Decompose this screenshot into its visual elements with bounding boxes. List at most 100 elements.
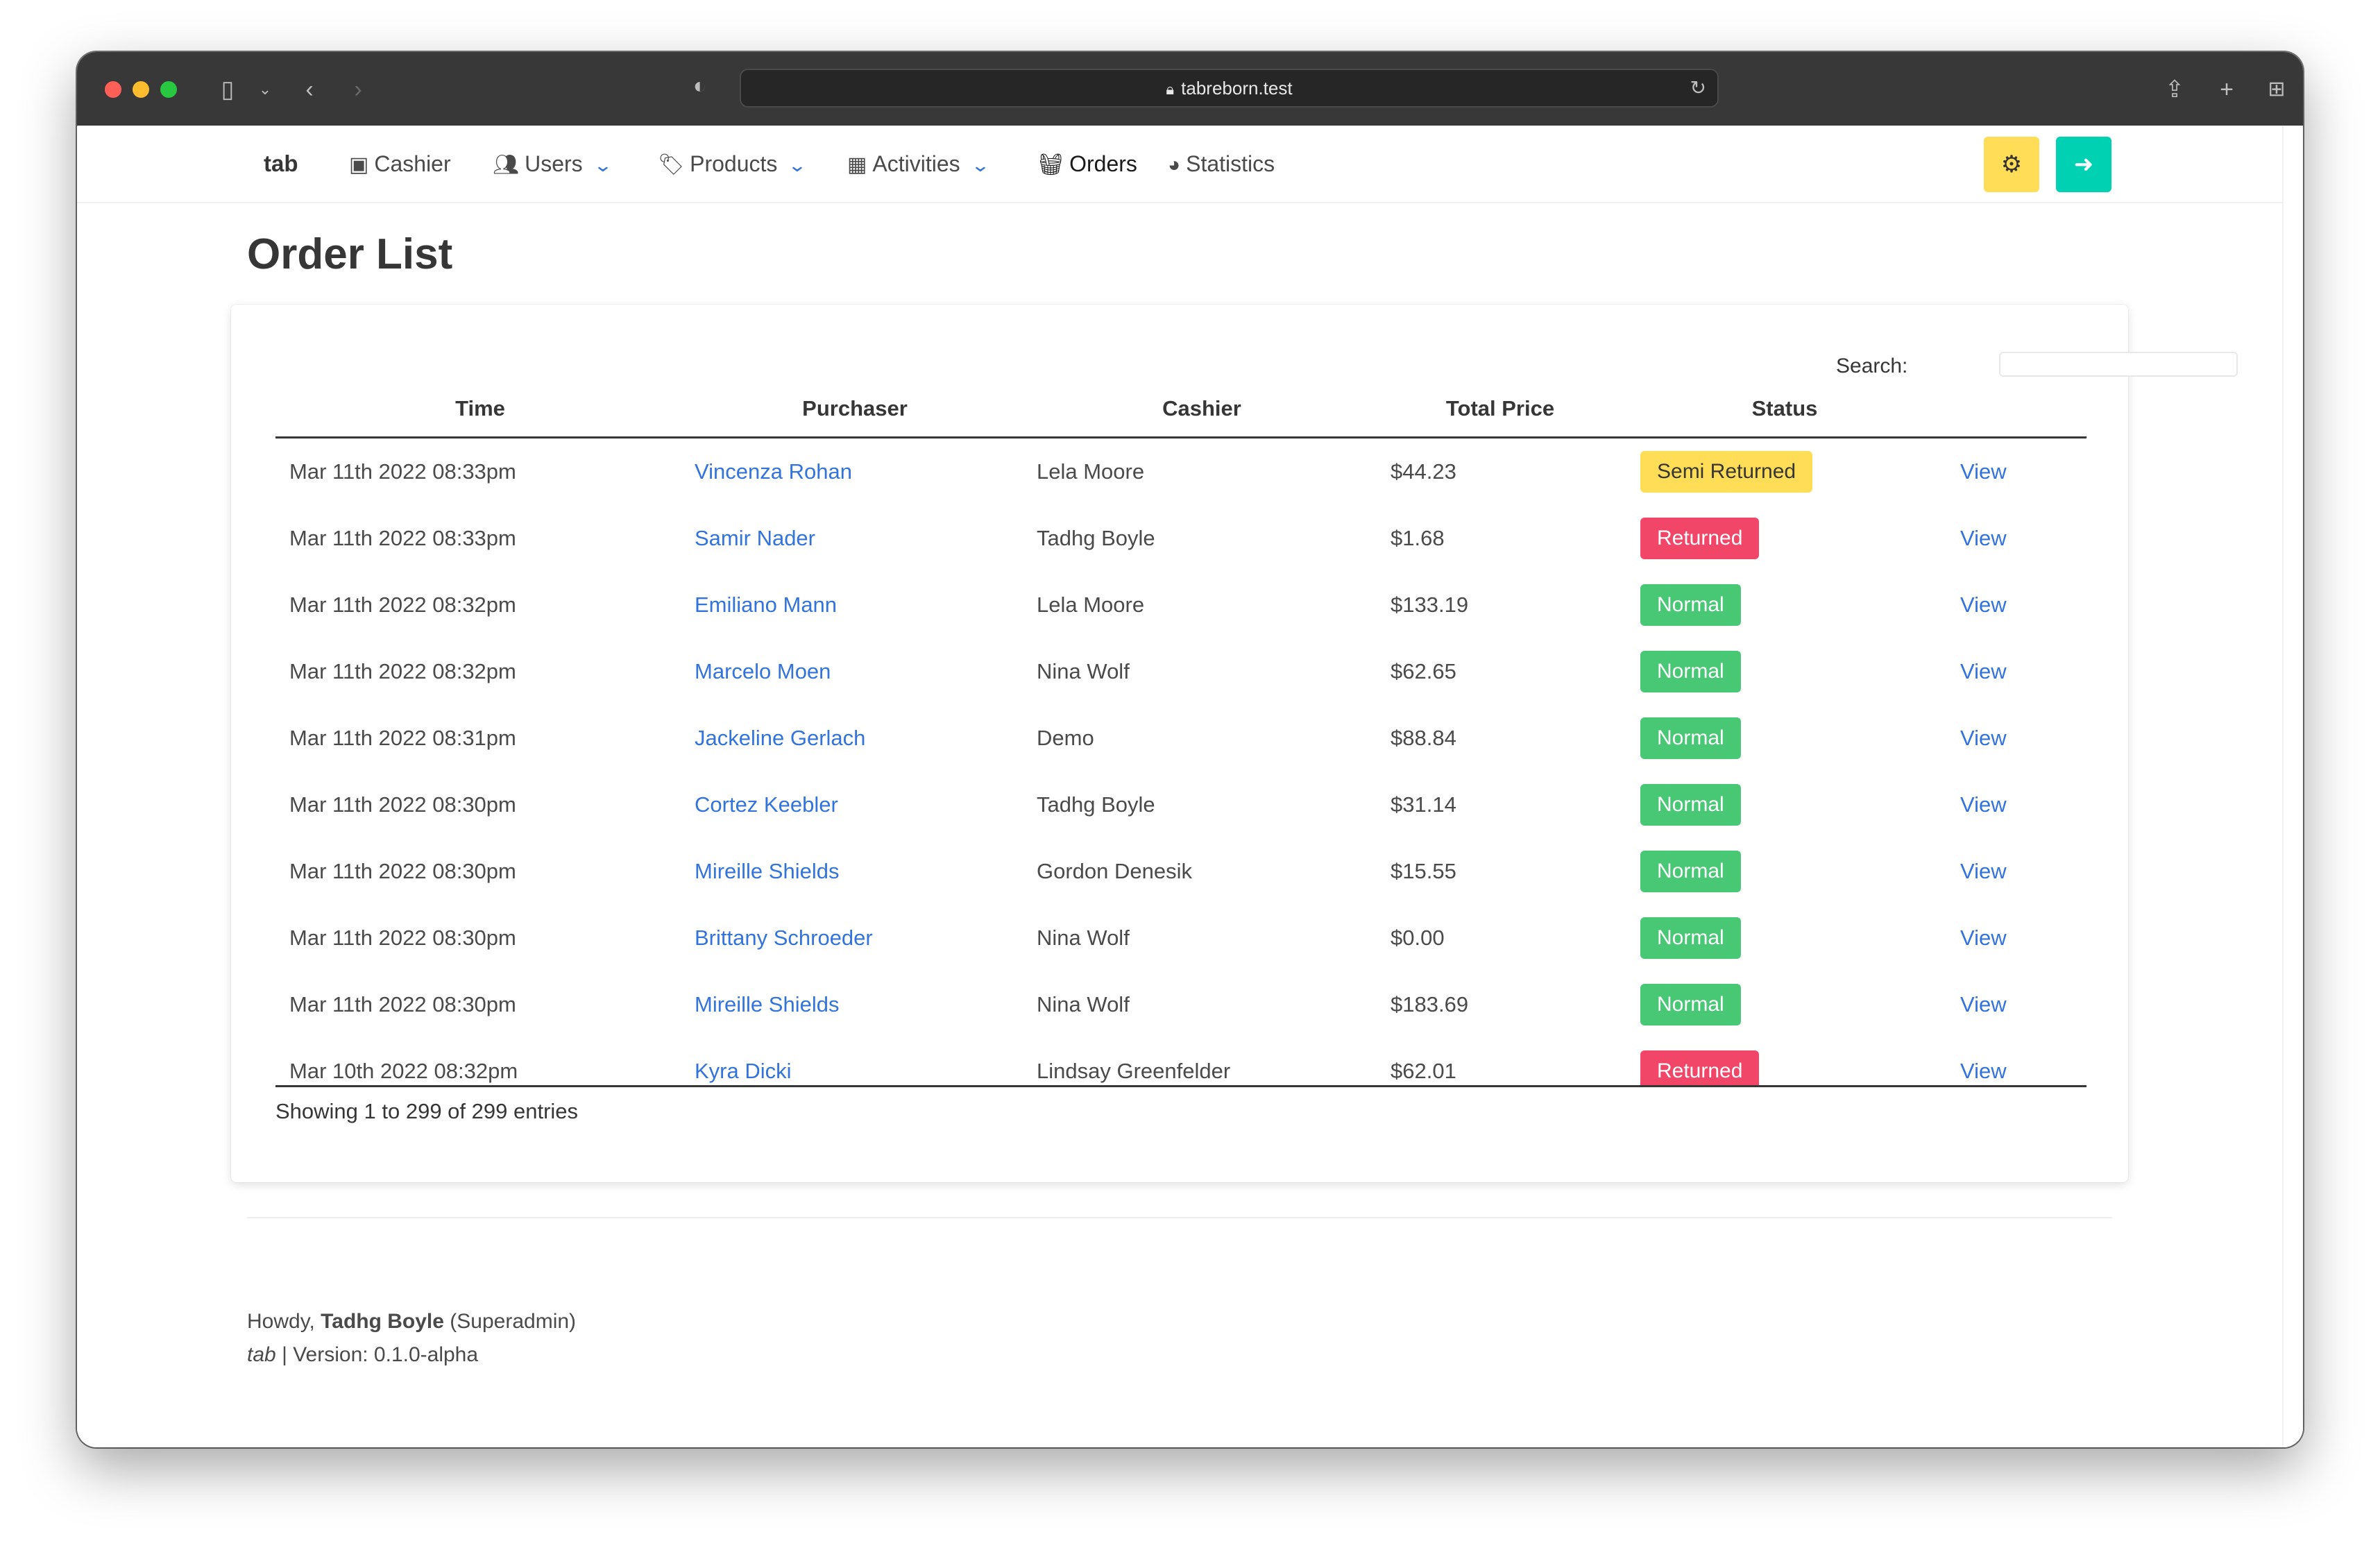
nav-products[interactable]: 🏷︎ Products ⌄: [658, 126, 807, 203]
status-badge: Semi Returned: [1640, 451, 1813, 493]
nav-cashier-label: Cashier: [374, 151, 451, 176]
cell-cashier: Lindsay Greenfelder: [1037, 1059, 1231, 1083]
footer-greeting: Howdy, Tadhg Boyle (Superadmin): [247, 1310, 576, 1334]
table-row: Mar 11th 2022 08:30pm Brittany Schroeder N…: [275, 905, 2086, 971]
sign-out-icon: ➜: [2073, 151, 2094, 178]
table-info: Showing 1 to 299 of 299 entries: [275, 1099, 579, 1123]
purchaser-link[interactable]: Brittany Schroeder: [695, 926, 873, 950]
view-link[interactable]: View: [1960, 593, 2007, 617]
back-icon[interactable]: ‹: [305, 76, 314, 103]
view-link[interactable]: View: [1960, 726, 2007, 750]
orders-card: Search: Time Purchaser Cashier Total Pri…: [231, 305, 2238, 1182]
table-row: Mar 11th 2022 08:30pm Mireille Shields Gor…: [275, 838, 2086, 905]
purchaser-link[interactable]: Mireille Shields: [695, 992, 840, 1016]
nav-activities-label: Activities: [872, 151, 960, 176]
purchaser-link[interactable]: Kyra Dicki: [695, 1059, 792, 1083]
nav-statistics[interactable]: ◕ Statistics: [1168, 126, 1275, 203]
nav-activities[interactable]: ▦ Activities ⌄: [847, 126, 990, 203]
view-link[interactable]: View: [1960, 859, 2007, 883]
cell-time: Mar 11th 2022 08:32pm: [289, 659, 516, 683]
cell-time: Mar 10th 2022 08:32pm: [289, 1059, 518, 1083]
view-link[interactable]: View: [1960, 459, 2007, 484]
column-header-total-price[interactable]: Total Price: [1445, 396, 1555, 420]
footer-version-text: | Version: 0.1.0-alpha: [282, 1343, 479, 1366]
browser-titlebar: ▯ ⌄ ‹ › ◐ 🔒︎ tabreborn.test ↻ ⇪ + ⊞: [77, 52, 2303, 126]
minimize-window-button[interactable]: [133, 81, 149, 98]
purchaser-link[interactable]: Cortez Keebler: [695, 792, 838, 817]
search-label: Search:: [1836, 355, 1908, 377]
browser-window: ▯ ⌄ ‹ › ◐ 🔒︎ tabreborn.test ↻ ⇪ + ⊞ tab ▣…: [77, 52, 2303, 1447]
cogs-icon: ⚙︎: [2000, 151, 2023, 178]
purchaser-link[interactable]: Mireille Shields: [695, 859, 840, 883]
cell-time: Mar 11th 2022 08:30pm: [289, 992, 516, 1016]
calendar-icon: ▦: [847, 153, 867, 176]
footer-divider: [247, 1217, 2112, 1218]
cell-time: Mar 11th 2022 08:32pm: [289, 593, 516, 617]
table-row: Mar 11th 2022 08:32pm Emiliano Mann Lela M…: [275, 572, 2086, 638]
nav-products-label: Products: [690, 151, 778, 176]
tab-overview-icon[interactable]: ⊞: [2268, 78, 2286, 101]
privacy-shield-icon[interactable]: ◐: [693, 73, 707, 98]
nav-users[interactable]: 👥︎ Users ⌄: [493, 126, 613, 203]
purchaser-link[interactable]: Vincenza Rohan: [695, 459, 852, 484]
cell-total: $0.00: [1391, 926, 1445, 950]
footer-user-name: Tadhg Boyle: [321, 1310, 444, 1333]
column-header-time[interactable]: Time: [455, 396, 505, 420]
column-header-status[interactable]: Status: [1751, 396, 1818, 420]
search-input[interactable]: [1999, 352, 2238, 377]
tag-icon: 🏷︎: [658, 153, 685, 176]
view-link[interactable]: View: [1960, 792, 2007, 817]
cell-total: $62.01: [1391, 1059, 1456, 1083]
cell-total: $183.69: [1391, 992, 1469, 1016]
settings-button[interactable]: ⚙︎: [1984, 137, 2039, 192]
cell-cashier: Lela Moore: [1037, 593, 1145, 617]
view-link[interactable]: View: [1960, 1059, 2007, 1083]
shopping-basket-icon: 🧺︎: [1037, 153, 1064, 176]
cell-time: Mar 11th 2022 08:30pm: [289, 926, 516, 950]
purchaser-link[interactable]: Samir Nader: [695, 526, 815, 550]
column-header-purchaser[interactable]: Purchaser: [802, 396, 908, 420]
forward-icon[interactable]: ›: [354, 76, 362, 103]
page-content: tab ▣ Cashier 👥︎ Users ⌄ 🏷︎ Products ⌄ ▦ Activ…: [77, 126, 2303, 1447]
purchaser-link[interactable]: Jackeline Gerlach: [695, 726, 866, 750]
address-bar[interactable]: 🔒︎ tabreborn.test ↻: [740, 69, 1719, 108]
view-link[interactable]: View: [1960, 526, 2007, 550]
cell-total: $1.68: [1391, 526, 1445, 550]
reload-icon[interactable]: ↻: [1690, 77, 1706, 99]
cell-cashier: Tadhg Boyle: [1037, 792, 1155, 817]
status-badge: Normal: [1640, 984, 1741, 1025]
chevron-down-icon: ⌄: [593, 155, 613, 176]
purchaser-link[interactable]: Marcelo Moen: [695, 659, 831, 683]
view-link[interactable]: View: [1960, 659, 2007, 683]
status-badge: Normal: [1640, 917, 1741, 959]
sidebar-toggle-icon[interactable]: ▯: [221, 76, 235, 103]
status-badge: Normal: [1640, 717, 1741, 759]
column-header-cashier[interactable]: Cashier: [1162, 396, 1241, 420]
share-icon[interactable]: ⇪: [2164, 76, 2185, 103]
table-row: Mar 11th 2022 08:30pm Mireille Shields Nin…: [275, 971, 2086, 1038]
cell-cashier: Demo: [1037, 726, 1094, 750]
view-link[interactable]: View: [1960, 926, 2007, 950]
nav-orders[interactable]: 🧺︎ Orders: [1037, 126, 1137, 203]
cell-time: Mar 11th 2022 08:33pm: [289, 526, 516, 550]
table-row: Mar 10th 2022 08:32pm Kyra Dicki Lindsay G…: [275, 1038, 2086, 1085]
purchaser-link[interactable]: Emiliano Mann: [695, 593, 838, 617]
chevron-down-icon[interactable]: ⌄: [258, 80, 272, 98]
page-title: Order List: [247, 230, 453, 278]
view-link[interactable]: View: [1960, 992, 2007, 1016]
brand-link[interactable]: tab: [264, 151, 298, 176]
footer-version: tab | Version: 0.1.0-alpha: [247, 1343, 478, 1367]
maximize-window-button[interactable]: [160, 81, 177, 98]
close-window-button[interactable]: [105, 81, 121, 98]
table-row: Mar 11th 2022 08:33pm Samir Nader Tadhg Bo…: [275, 505, 2086, 572]
users-icon: 👥︎: [493, 153, 520, 176]
status-badge: Normal: [1640, 584, 1741, 626]
cell-time: Mar 11th 2022 08:30pm: [289, 792, 516, 817]
new-tab-icon[interactable]: +: [2220, 76, 2234, 103]
table-body[interactable]: Mar 10th 2022 08:32pm Kyra Dicki Lindsay G…: [275, 438, 2086, 1087]
greeting-text: Howdy,: [247, 1310, 315, 1333]
nav-cashier[interactable]: ▣ Cashier: [349, 126, 451, 203]
cell-time: Mar 11th 2022 08:33pm: [289, 459, 516, 484]
logout-button[interactable]: ➜: [2056, 137, 2111, 192]
table-row: Mar 11th 2022 08:33pm Vincenza Rohan Lela …: [275, 438, 2086, 505]
